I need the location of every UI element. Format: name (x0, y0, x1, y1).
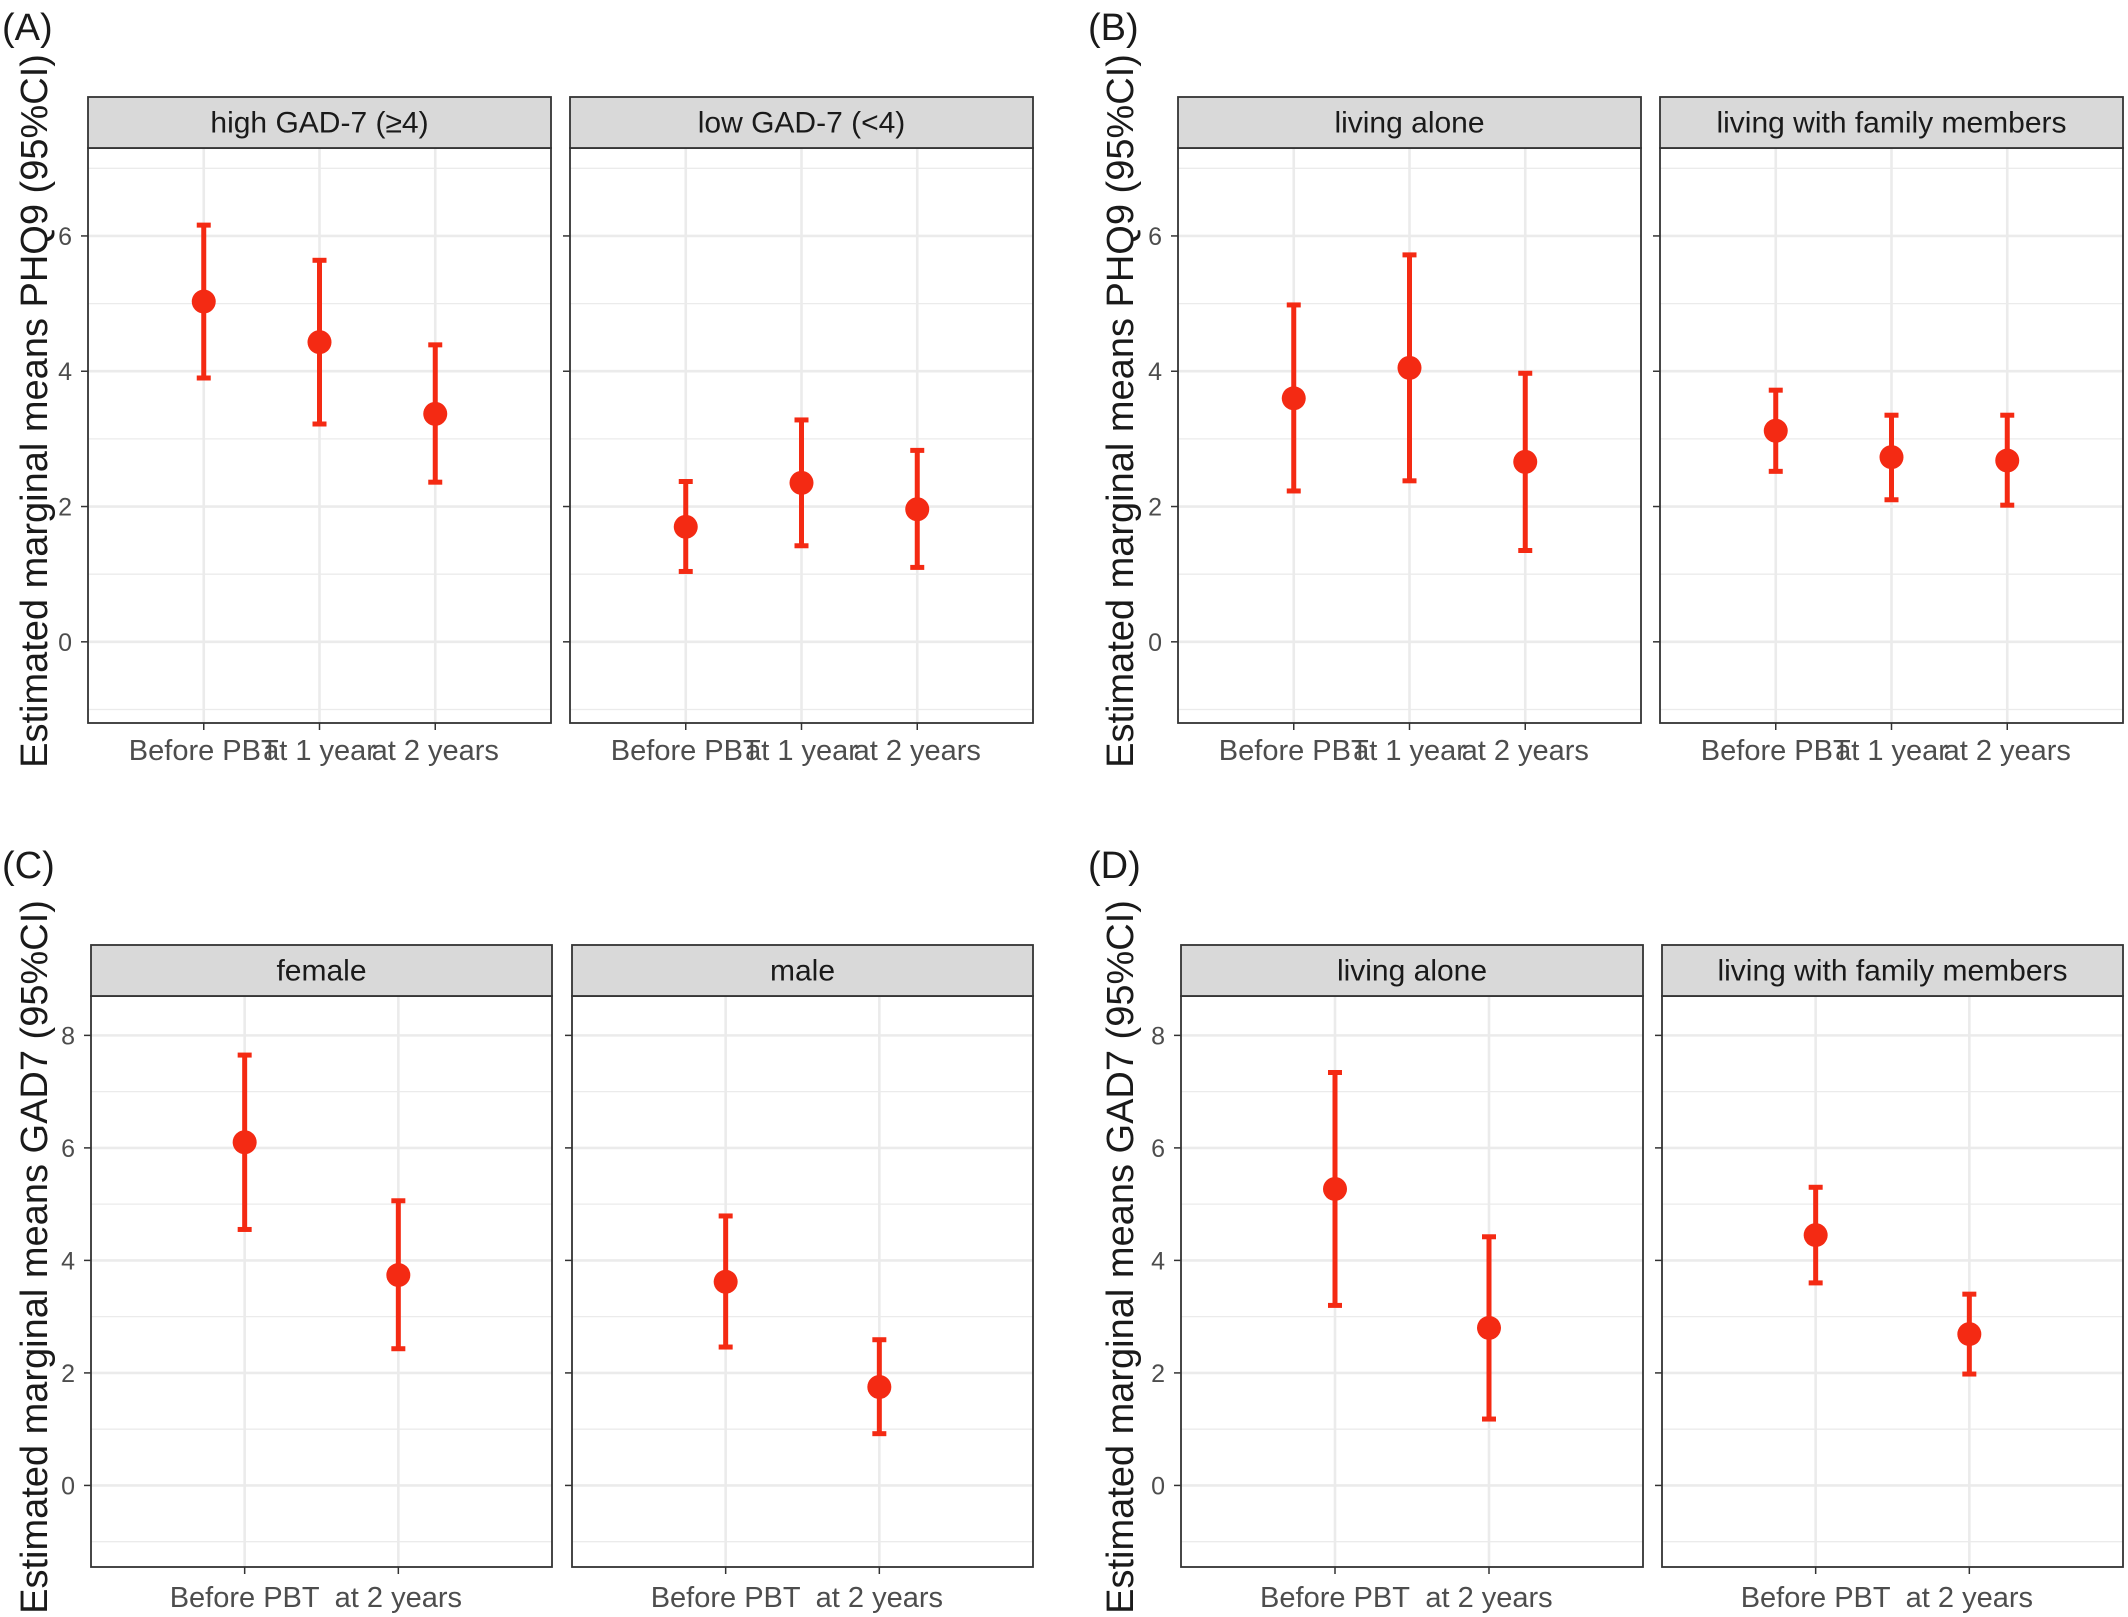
x-tick-label: at 1 year (263, 735, 376, 767)
x-tick-label: Before PBT (1260, 1582, 1410, 1614)
y-tick-label: 0 (61, 1472, 75, 1500)
facet-strip (569, 96, 1034, 149)
data-point (1477, 1315, 1501, 1340)
x-tick-label: at 2 years (854, 735, 981, 767)
x-tick-label: at 1 year (1835, 735, 1948, 767)
y-tick-label: 6 (58, 223, 72, 251)
x-tick-label: at 2 years (1462, 735, 1589, 767)
facet-strip-label: high GAD-7 (≥4) (210, 107, 428, 140)
facet-strip (87, 96, 552, 149)
panel-letter: (C) (2, 845, 55, 887)
x-tick-label: Before PBT (1701, 735, 1851, 767)
data-point (1957, 1322, 1982, 1347)
y-tick-label: 4 (58, 358, 72, 386)
y-axis-label: Estimated marginal means GAD7 (95%CI) (14, 900, 56, 1614)
plot-background (91, 996, 552, 1567)
y-tick-label: 2 (1151, 1360, 1165, 1388)
y-tick-label: 0 (1151, 1472, 1165, 1500)
x-tick-label: Before PBT (129, 735, 279, 767)
y-tick-label: 6 (61, 1135, 75, 1163)
facet-strip (1177, 96, 1642, 149)
facet-strip (1180, 944, 1644, 997)
x-tick-label: at 2 years (1906, 1582, 2033, 1614)
x-tick-label: at 2 years (816, 1582, 943, 1614)
data-point (1281, 386, 1306, 411)
y-tick-label: 2 (61, 1360, 75, 1388)
facet-strip (1661, 944, 2124, 997)
y-tick-label: 0 (58, 629, 72, 657)
x-tick-label: Before PBT (651, 1582, 801, 1614)
facet-strip-label: low GAD-7 (<4) (698, 107, 906, 140)
data-point (867, 1374, 892, 1399)
x-tick-label: at 1 year (745, 735, 858, 767)
y-tick-label: 8 (61, 1022, 75, 1050)
y-tick-label: 8 (1151, 1022, 1165, 1050)
facet-strip (1659, 96, 2124, 149)
y-axis-label: Estimated marginal means GAD7 (95%CI) (1100, 900, 1142, 1614)
panel-letter: (B) (1088, 7, 1139, 49)
plot-background (1662, 996, 2123, 1567)
data-point (673, 514, 698, 539)
chart-panel-a: (A) Estimated marginal means PHQ9 (95%CI)… (2, 7, 1034, 768)
y-axis-label: Estimated marginal means PHQ9 (95%CI) (14, 54, 56, 768)
x-tick-label: at 1 year (1353, 735, 1466, 767)
chart-panel-b: (B) Estimated marginal means PHQ9 (95%CI)… (1088, 7, 2124, 768)
facet-strip-label: female (276, 955, 366, 988)
facet-strip (571, 944, 1034, 997)
x-tick-label: Before PBT (611, 735, 761, 767)
facet-strip (90, 944, 553, 997)
y-axis-label: Estimated marginal means PHQ9 (95%CI) (1100, 54, 1142, 768)
facet-strip-label: living alone (1337, 955, 1487, 988)
data-point (1763, 418, 1788, 443)
data-point (1995, 448, 2020, 473)
data-point (232, 1130, 257, 1155)
y-tick-label: 2 (1148, 494, 1162, 522)
facet: Before PBT at 2 years living with family m… (1655, 944, 2124, 1614)
panel-letter: (A) (2, 7, 53, 49)
facet: Before PBT at 2 years living alone (1174, 944, 1644, 1614)
chart-panel-c: (C) Estimated marginal means GAD7 (95%CI)… (2, 845, 1034, 1614)
y-tick-label: 4 (1148, 358, 1162, 386)
x-tick-label: at 2 years (335, 1582, 462, 1614)
chart-panel-d: (D) Estimated marginal means GAD7 (95%CI)… (1088, 845, 2124, 1614)
data-point (386, 1263, 411, 1288)
y-tick-label: 6 (1151, 1135, 1165, 1163)
x-tick-label: at 2 years (1944, 735, 2071, 767)
data-point (789, 470, 814, 495)
data-point (1397, 355, 1422, 380)
y-tick-label: 6 (1148, 223, 1162, 251)
facet-strip-label: living with family members (1716, 107, 2066, 140)
plot-background (572, 996, 1033, 1567)
data-point (191, 289, 216, 314)
data-point (1803, 1223, 1828, 1248)
data-point (1513, 449, 1538, 474)
data-point (307, 330, 332, 355)
x-tick-label: at 2 years (1425, 1582, 1552, 1614)
data-point (905, 497, 930, 522)
panel-letter: (D) (1088, 845, 1141, 887)
y-tick-label: 4 (61, 1247, 75, 1275)
facet: Before PBT at 2 years female (84, 944, 553, 1614)
x-tick-label: at 2 years (372, 735, 499, 767)
facet-strip-label: living with family members (1717, 955, 2067, 988)
data-point (423, 401, 448, 426)
data-point (1879, 445, 1904, 470)
y-tick-label: 2 (58, 494, 72, 522)
x-tick-label: Before PBT (170, 1582, 320, 1614)
facet-strip-label: male (770, 955, 835, 988)
y-tick-label: 4 (1151, 1247, 1165, 1275)
facet: Before PBT at 2 years male (565, 944, 1034, 1614)
data-point (713, 1269, 738, 1294)
plot-background (1181, 996, 1643, 1567)
y-tick-label: 0 (1148, 629, 1162, 657)
facet-strip-label: living alone (1334, 107, 1484, 140)
data-point (1323, 1176, 1347, 1201)
x-tick-label: Before PBT (1741, 1582, 1891, 1614)
x-tick-label: Before PBT (1219, 735, 1369, 767)
